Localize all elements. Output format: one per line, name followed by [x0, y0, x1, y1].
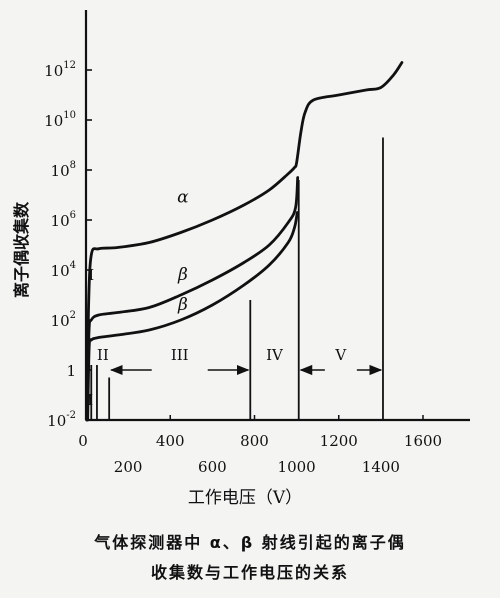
region-label-I: I — [88, 266, 94, 284]
caption-line-2: 收集数与工作电压的关系 — [150, 563, 349, 582]
x-tick-label-upper: 1200 — [320, 432, 358, 450]
y-tick-labels: 10-2 1 102 104 106 108 1010 1012 — [44, 60, 92, 430]
axes — [84, 10, 470, 422]
series-label-1: α — [177, 188, 189, 208]
y-tick-label: 108 — [51, 160, 76, 180]
series-line-1 — [85, 61, 404, 422]
series-line-3 — [86, 211, 299, 422]
x-tick-label-upper: 1600 — [404, 432, 442, 450]
y-axis-label: 离子偶收集数 — [12, 201, 31, 298]
series-label-2: β — [177, 265, 188, 285]
ion-pair-chart: 10-2 1 102 104 106 108 1010 1012 400 800 1200 1600… — [12, 10, 470, 508]
y-tick-label: 10-2 — [47, 410, 76, 430]
y-tick-label: 104 — [51, 260, 76, 280]
x-tick-label-lower: 200 — [114, 458, 143, 476]
series-label-3: β — [177, 295, 188, 315]
series-lines: α ββ — [85, 61, 404, 422]
region-label-III: III — [171, 346, 189, 364]
x-tick-label-upper: 400 — [156, 432, 185, 450]
y-tick-label: 106 — [51, 210, 76, 230]
x-tick-label-upper: 800 — [240, 432, 269, 450]
region-label-II: II — [97, 346, 109, 364]
region-boundaries — [90, 137, 384, 420]
region-label-I: I — [87, 391, 93, 409]
y-tick-label: 1 — [66, 362, 76, 380]
x-tick-label-lower: 0 — [78, 432, 88, 450]
region-label-V: V — [334, 346, 347, 364]
region-label-IV: IV — [266, 346, 284, 364]
series-line-2 — [85, 176, 300, 422]
x-tick-label-lower: 600 — [198, 458, 227, 476]
y-tick-label: 1012 — [44, 60, 76, 80]
y-tick-label: 1010 — [44, 110, 76, 130]
y-tick-label: 102 — [51, 310, 76, 330]
x-tick-label-lower: 1000 — [278, 458, 316, 476]
figure-caption: 气体探测器中 α、β 射线引起的离子偶 收集数与工作电压的关系 — [0, 528, 500, 588]
x-tick-label-lower: 1400 — [362, 458, 400, 476]
x-tick-labels: 400 800 1200 1600 0 200 600 1000 1400 — [78, 415, 442, 476]
x-axis-label: 工作电压（V） — [188, 488, 302, 508]
caption-line-1: 气体探测器中 α、β 射线引起的离子偶 — [94, 533, 406, 552]
